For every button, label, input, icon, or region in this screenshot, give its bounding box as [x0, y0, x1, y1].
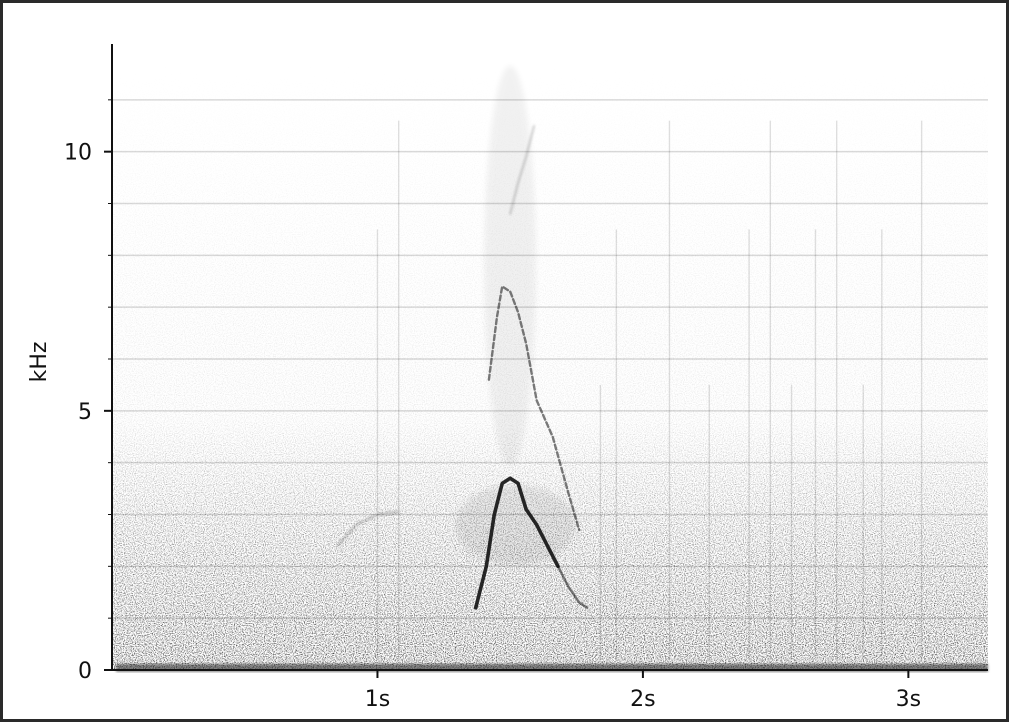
trace-lower-tail	[556, 565, 589, 609]
y-tick-label: 5	[78, 400, 92, 425]
trace-early-note	[336, 511, 400, 547]
y-tick-label: 10	[64, 141, 92, 166]
transient-marks	[376, 120, 923, 660]
y-axis-label: kHz	[27, 342, 52, 383]
noise-texture	[112, 48, 988, 670]
low-frequency-band	[116, 663, 988, 672]
call-energy-cloud	[455, 484, 576, 565]
x-tick-label: 1s	[365, 687, 390, 712]
y-tick-label: 0	[78, 659, 92, 684]
call-energy-cloud	[484, 65, 537, 466]
background-noise	[112, 48, 988, 672]
trace-upper-harmonic	[487, 285, 581, 532]
call-traces	[336, 125, 589, 610]
x-tick-label: 2s	[630, 687, 655, 712]
trace-faint-upper	[509, 125, 535, 215]
x-tick-label: 3s	[896, 687, 921, 712]
axes: 0 5 10 1s 2s 3s	[64, 44, 988, 712]
trace-fundamental	[473, 476, 560, 610]
